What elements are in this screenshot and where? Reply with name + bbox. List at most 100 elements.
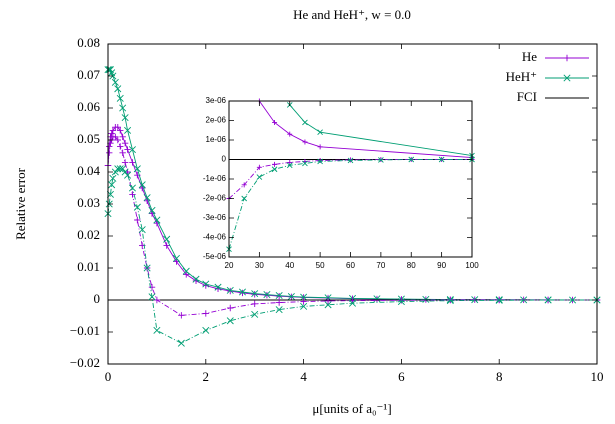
point-marker bbox=[317, 129, 323, 136]
y-axis-label: Relative error bbox=[13, 167, 28, 239]
series-line bbox=[259, 100, 473, 158]
y-tick-label: 0 bbox=[222, 155, 227, 164]
point-marker bbox=[114, 136, 121, 144]
point-marker bbox=[121, 140, 129, 147]
point-marker bbox=[119, 165, 127, 173]
y-tick-label: 0.01 bbox=[77, 259, 100, 274]
point-marker bbox=[287, 292, 295, 300]
point-marker bbox=[116, 94, 124, 102]
point-marker bbox=[324, 301, 332, 309]
x-tick-label: 60 bbox=[346, 261, 355, 270]
point-marker bbox=[239, 289, 246, 297]
point-marker bbox=[495, 296, 503, 304]
point-marker bbox=[226, 286, 234, 294]
x-tick-label: 70 bbox=[376, 261, 385, 270]
y-tick-label: -2e-06 bbox=[203, 194, 227, 203]
legend-marker bbox=[563, 74, 571, 82]
point-marker bbox=[121, 168, 129, 176]
point-marker bbox=[183, 271, 190, 278]
point-marker bbox=[408, 156, 415, 163]
series-line bbox=[107, 168, 597, 344]
x-tick-label: 0 bbox=[105, 369, 112, 384]
point-marker bbox=[214, 283, 222, 291]
legend-marker bbox=[563, 54, 571, 62]
point-marker bbox=[108, 130, 115, 137]
y-tick-label: 1e-06 bbox=[206, 135, 227, 144]
point-marker bbox=[302, 119, 308, 126]
point-marker bbox=[116, 165, 124, 173]
point-marker bbox=[263, 291, 271, 299]
point-marker bbox=[544, 296, 552, 304]
point-marker bbox=[119, 133, 126, 140]
y-tick-label: 0.07 bbox=[77, 67, 100, 82]
point-marker bbox=[300, 302, 308, 310]
point-marker bbox=[378, 157, 384, 163]
legend-label: He bbox=[522, 49, 537, 64]
point-marker bbox=[446, 297, 454, 305]
point-marker bbox=[192, 275, 200, 283]
point-marker bbox=[287, 131, 293, 137]
y-tick-label: -4e-06 bbox=[203, 233, 227, 242]
point-marker bbox=[317, 157, 323, 163]
point-marker bbox=[202, 326, 210, 334]
chart-title: He and HeH⁺, w = 0.0 bbox=[293, 7, 411, 22]
point-marker bbox=[177, 339, 185, 347]
plot-frame bbox=[107, 43, 598, 365]
point-marker bbox=[202, 310, 209, 317]
point-marker bbox=[128, 184, 136, 192]
x-tick-label: 20 bbox=[225, 261, 234, 270]
point-marker bbox=[275, 292, 283, 300]
point-marker bbox=[271, 166, 278, 173]
point-marker bbox=[111, 168, 119, 176]
point-marker bbox=[347, 157, 354, 164]
point-marker bbox=[324, 297, 332, 305]
point-marker bbox=[275, 299, 283, 306]
point-marker bbox=[143, 194, 151, 202]
point-marker bbox=[117, 143, 124, 150]
y-tick-label: 0.08 bbox=[77, 35, 100, 50]
point-marker bbox=[287, 159, 293, 165]
point-marker bbox=[256, 174, 263, 180]
point-marker bbox=[138, 181, 146, 189]
point-marker bbox=[124, 146, 131, 153]
x-tick-label: 8 bbox=[496, 369, 503, 384]
point-marker bbox=[226, 317, 234, 325]
plot-frame bbox=[228, 100, 473, 258]
point-marker bbox=[202, 280, 210, 288]
point-marker bbox=[109, 174, 117, 182]
point-marker bbox=[105, 66, 113, 74]
point-marker bbox=[163, 242, 170, 249]
point-marker bbox=[124, 171, 132, 179]
point-marker bbox=[251, 300, 258, 308]
y-tick-label: −0.02 bbox=[70, 355, 100, 370]
point-marker bbox=[111, 78, 119, 86]
point-marker bbox=[348, 299, 357, 307]
point-marker bbox=[121, 159, 129, 166]
series-line bbox=[108, 69, 597, 301]
y-tick-label: -1e-06 bbox=[203, 174, 227, 183]
point-marker bbox=[106, 149, 113, 156]
point-marker bbox=[275, 292, 283, 300]
point-marker bbox=[241, 182, 247, 188]
series-line bbox=[289, 104, 473, 157]
x-tick-label: 2 bbox=[203, 369, 210, 384]
x-tick-label: 80 bbox=[407, 261, 416, 270]
legend-label: HeH⁺ bbox=[506, 69, 537, 84]
point-marker bbox=[128, 146, 136, 154]
inset-background bbox=[229, 101, 472, 257]
point-marker bbox=[317, 144, 323, 150]
point-marker bbox=[286, 162, 293, 169]
point-marker bbox=[317, 158, 323, 165]
point-marker bbox=[163, 235, 171, 243]
point-marker bbox=[153, 326, 161, 334]
point-marker bbox=[143, 264, 151, 272]
point-marker bbox=[133, 203, 141, 211]
x-tick-label: 4 bbox=[300, 369, 307, 384]
series-line bbox=[228, 159, 472, 199]
point-marker bbox=[263, 292, 271, 299]
point-marker bbox=[238, 288, 246, 296]
x-tick-label: 30 bbox=[255, 261, 264, 270]
point-marker bbox=[121, 114, 129, 122]
point-marker bbox=[148, 293, 156, 301]
